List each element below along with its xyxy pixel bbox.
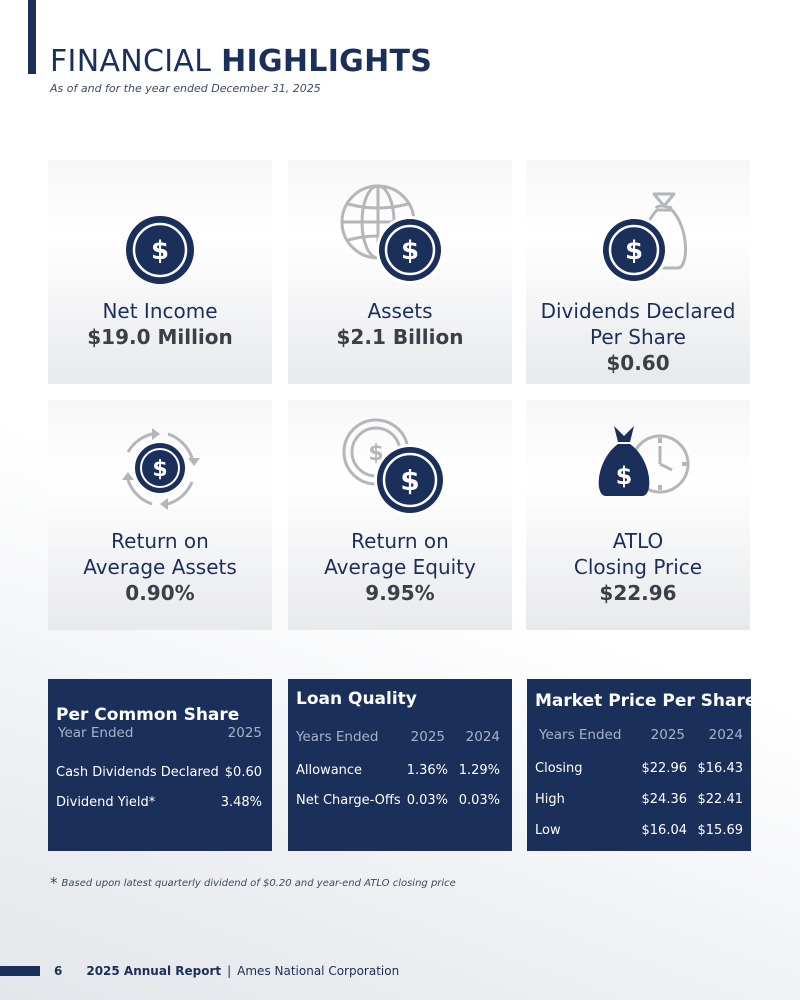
tile-assets: $ Assets $2.1 Billion bbox=[288, 160, 512, 384]
globe-dollar-icon: $ bbox=[288, 160, 512, 290]
svg-text:$: $ bbox=[152, 457, 167, 482]
tile-value: 9.95% bbox=[365, 581, 435, 605]
tile-value: 0.90% bbox=[125, 581, 195, 605]
column-header-2025: 2025 bbox=[650, 727, 685, 743]
row-value-cash-dividends: $0.60 bbox=[224, 765, 262, 780]
row-value-allowance-2024: 1.29% bbox=[458, 763, 500, 778]
column-header-2024: 2024 bbox=[708, 727, 743, 743]
row-value-low-2025: $16.04 bbox=[641, 823, 688, 838]
svg-text:$: $ bbox=[400, 464, 419, 497]
loan-quality-panel: Loan Quality Years Ended 2025 2024 Allow… bbox=[288, 679, 512, 851]
svg-text:$: $ bbox=[151, 236, 169, 266]
market-price-panel: Market Price Per Share Years Ended 2025 … bbox=[527, 679, 756, 851]
row-value-closing-2025: $22.96 bbox=[641, 761, 688, 776]
dollar-coin-icon: $ bbox=[48, 160, 272, 290]
svg-text:$: $ bbox=[616, 462, 633, 490]
row-label-net-charge-offs: Net Charge-Offs bbox=[296, 793, 401, 808]
tile-dividends-declared: $ Dividends Declared Per Share $0.60 bbox=[526, 160, 750, 384]
money-bag-coin-icon: $ bbox=[526, 160, 750, 290]
row-value-closing-2024: $16.43 bbox=[697, 761, 744, 776]
column-header-years-ended: Years Ended bbox=[296, 729, 379, 745]
column-header-2025: 2025 bbox=[410, 729, 445, 745]
tile-return-on-average-equity: $ $ Return on Average Equity 9.95% bbox=[288, 400, 512, 630]
row-label-dividend-yield: Dividend Yield* bbox=[56, 795, 156, 810]
row-value-low-2024: $15.69 bbox=[697, 823, 744, 838]
row-value-net-charge-offs-2025: 0.03% bbox=[406, 793, 448, 808]
tile-label-line2: Per Share bbox=[590, 325, 686, 349]
tile-label-line2: Average Assets bbox=[83, 555, 237, 579]
svg-text:$: $ bbox=[401, 236, 419, 266]
row-label-high: High bbox=[535, 792, 565, 807]
row-label-allowance: Allowance bbox=[296, 763, 363, 778]
footer-accent-bar bbox=[0, 966, 40, 976]
money-bag-clock-icon: $ bbox=[526, 400, 750, 530]
footnote: * Based upon latest quarterly dividend of… bbox=[50, 874, 456, 892]
page-footer: 6 2025 Annual Report | Ames National Corpor… bbox=[54, 964, 399, 978]
row-value-allowance-2025: 1.36% bbox=[406, 763, 448, 778]
report-name: 2025 Annual Report bbox=[86, 964, 222, 978]
row-value-high-2024: $22.41 bbox=[697, 792, 744, 807]
tile-atlo-closing-price: $ ATLO Closing Price $22.96 bbox=[526, 400, 750, 630]
tile-label-line2: Closing Price bbox=[573, 555, 703, 579]
company-name: Ames National Corporation bbox=[237, 964, 400, 978]
footnote-star: * bbox=[50, 874, 58, 892]
circular-arrows-dollar-icon: $ bbox=[48, 400, 272, 530]
panel-title: Loan Quality bbox=[296, 689, 417, 709]
tile-net-income: $ Net Income $19.0 Million bbox=[48, 160, 272, 384]
tile-label: Return on bbox=[111, 529, 209, 553]
tile-value: $22.96 bbox=[599, 581, 677, 605]
tile-return-on-average-assets: $ Return on Average Assets 0.90% bbox=[48, 400, 272, 630]
row-label-cash-dividends: Cash Dividends Declared bbox=[56, 765, 219, 780]
svg-text:$: $ bbox=[625, 236, 643, 266]
tile-label: ATLO bbox=[612, 529, 664, 553]
row-value-dividend-yield: 3.48% bbox=[220, 795, 262, 810]
tile-label: Dividends Declared bbox=[540, 299, 736, 323]
page-title: FINANCIAL HIGHLIGHTS bbox=[50, 44, 433, 79]
tile-value: $0.60 bbox=[606, 351, 670, 375]
tile-value: $2.1 Billion bbox=[336, 325, 464, 349]
tile-label: Assets bbox=[367, 299, 433, 323]
page-number: 6 bbox=[54, 964, 63, 978]
tile-label: Return on bbox=[351, 529, 449, 553]
header-accent-bar bbox=[28, 0, 36, 74]
column-header-2025: 2025 bbox=[227, 725, 262, 741]
row-value-high-2025: $24.36 bbox=[641, 792, 688, 807]
footnote-text: Based upon latest quarterly dividend of … bbox=[61, 878, 456, 889]
column-header-years-ended: Years Ended bbox=[539, 727, 622, 743]
page-subtitle: As of and for the year ended December 31… bbox=[50, 82, 321, 95]
panel-title: Market Price Per Share bbox=[535, 691, 757, 711]
tile-value: $19.0 Million bbox=[87, 325, 233, 349]
tile-label-line2: Average Equity bbox=[324, 555, 476, 579]
column-header-year-ended: Year Ended bbox=[58, 725, 134, 741]
svg-text:$: $ bbox=[368, 441, 383, 466]
column-header-2024: 2024 bbox=[465, 729, 500, 745]
row-label-closing: Closing bbox=[535, 761, 583, 776]
panel-title: Per Common Share bbox=[56, 705, 240, 725]
row-label-low: Low bbox=[535, 823, 561, 838]
per-common-share-panel: Per Common Share Year Ended 2025 Cash Di… bbox=[48, 679, 272, 851]
row-value-net-charge-offs-2024: 0.03% bbox=[458, 793, 500, 808]
tile-label: Net Income bbox=[102, 299, 218, 323]
stacked-coins-icon: $ $ bbox=[288, 400, 512, 530]
footer-separator: | bbox=[227, 964, 232, 978]
